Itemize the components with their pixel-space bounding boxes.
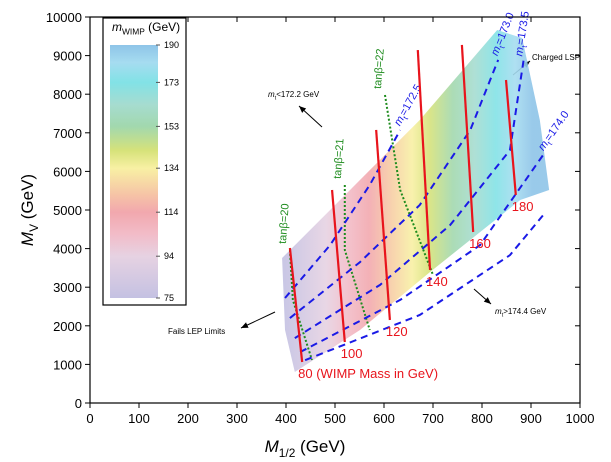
mt-label-sub: t	[497, 44, 506, 50]
mt-label: mt=173.5	[513, 10, 534, 57]
annotation-base: m	[268, 90, 275, 99]
mt-label-sub: t	[401, 114, 410, 121]
mass-line	[416, 49, 432, 271]
colorbar	[110, 45, 158, 298]
colorbar-title-base: m	[112, 20, 122, 34]
y-tick-label: 1000	[53, 357, 82, 372]
mass-label: 140	[426, 274, 448, 289]
y-axis-label-base: M	[18, 231, 37, 246]
mass-line	[330, 189, 346, 343]
annotation-rest: >174.4 GeV	[503, 307, 547, 316]
y-tick-label: 10000	[46, 10, 82, 25]
x-tick-label: 100	[128, 411, 150, 426]
x-tick-label: 0	[86, 411, 93, 426]
x-axis-label-rest: (GeV)	[295, 437, 345, 456]
y-tick-label: 6000	[53, 164, 82, 179]
annotation: Fails LEP Limits	[168, 327, 225, 336]
tanb-line	[383, 94, 434, 276]
mt-line	[299, 154, 545, 353]
mt-line	[294, 59, 525, 340]
y-tick-label: 2000	[53, 319, 82, 334]
x-tick-label: 600	[373, 411, 395, 426]
tanb-label: tanβ=21	[332, 138, 347, 179]
x-tick-label: 800	[471, 411, 493, 426]
tanb-line	[343, 184, 371, 331]
x-tick-label: 200	[177, 411, 199, 426]
mass-label: 160	[469, 236, 491, 251]
annotation-sub: t	[502, 312, 504, 318]
mass-label: 120	[386, 324, 408, 339]
mt-label-sub: t	[546, 139, 555, 147]
annotation-sub: t	[275, 95, 277, 101]
y-tick-label: 5000	[53, 203, 82, 218]
x-tick-label: 1000	[566, 411, 595, 426]
colorbar-tick-label: 94	[164, 251, 174, 261]
mass-label: 100	[341, 346, 363, 361]
annotation-rest: <172.2 GeV	[276, 90, 320, 99]
arrow	[298, 105, 323, 128]
tanb-label: tanβ=20	[277, 203, 292, 244]
mass-label: 180	[512, 199, 534, 214]
colorbar-title: mWIMP (GeV)	[112, 20, 180, 37]
mass-line	[504, 79, 517, 196]
mt-label: mt=174.0	[536, 109, 574, 154]
mt-label-base: m	[513, 46, 526, 57]
x-axis-label-sub: 1/2	[279, 446, 296, 460]
y-tick-label: 9000	[53, 49, 82, 64]
x-tick-label: 300	[226, 411, 248, 426]
y-axis-label: MV (GeV)	[18, 174, 41, 246]
arrow	[240, 311, 276, 329]
y-tick-label: 4000	[53, 242, 82, 257]
x-axis-label-base: M	[265, 437, 280, 456]
mass-line	[460, 44, 475, 233]
annotation-text: Fails LEP Limits	[168, 327, 225, 336]
y-axis-label-sub: V	[27, 224, 41, 232]
x-tick-label: 900	[520, 411, 542, 426]
mass-line	[288, 247, 304, 363]
x-tick-label: 700	[422, 411, 444, 426]
colorbar-tick-label: 153	[164, 121, 179, 131]
mt-line	[304, 214, 545, 362]
annotation-base: m	[495, 307, 502, 316]
mt-label-sub: t	[520, 44, 529, 48]
mt-label-rest: =173.5	[515, 10, 532, 45]
arrow	[473, 288, 492, 305]
tanb-label: tanβ=22	[372, 48, 387, 89]
y-tick-label: 7000	[53, 126, 82, 141]
colorbar-title-sub: WIMP	[122, 27, 145, 37]
colorbar-tick-label: 190	[164, 40, 179, 50]
x-tick-label: 500	[324, 411, 346, 426]
mt-line	[284, 129, 402, 299]
mt-label-rest: =174.0	[542, 109, 571, 144]
y-tick-label: 8000	[53, 87, 82, 102]
mass-label: 80 (WIMP Mass in GeV)	[298, 366, 438, 381]
colorbar-tick-label: 75	[164, 293, 174, 303]
annotation: mt<172.2 GeV	[268, 90, 320, 101]
mass-line	[375, 129, 391, 321]
y-tick-label: 3000	[53, 280, 82, 295]
annotation: Charged LSP	[532, 53, 580, 62]
x-tick-label: 400	[275, 411, 297, 426]
colorbar-title-rest: (GeV)	[145, 20, 180, 34]
y-tick-label: 0	[75, 396, 82, 411]
y-axis-label-rest: (GeV)	[18, 174, 37, 224]
annotation: mt>174.4 GeV	[495, 307, 547, 318]
mt-label-base: m	[489, 44, 504, 57]
allowed-region	[282, 30, 550, 373]
colorbar-tick-label: 173	[164, 77, 179, 87]
colorbar-tick-label: 134	[164, 163, 179, 173]
mt-line	[289, 59, 500, 319]
x-axis-label: M1/2 (GeV)	[265, 437, 346, 460]
annotation-text: Charged LSP	[532, 53, 580, 62]
colorbar-tick-label: 114	[164, 207, 178, 217]
